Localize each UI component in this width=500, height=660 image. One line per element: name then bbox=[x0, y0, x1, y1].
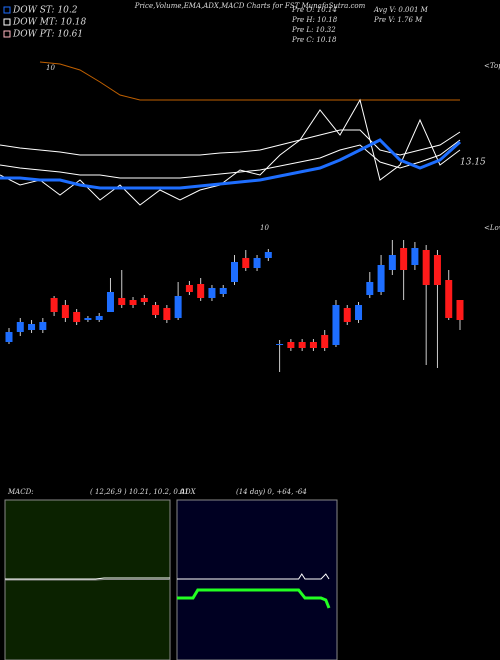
series-line bbox=[177, 588, 331, 609]
chart-title: Price,Volume,EMA,ADX,MACD Charts for FST… bbox=[134, 2, 366, 10]
series-line bbox=[0, 139, 461, 179]
candle-body bbox=[219, 288, 227, 294]
series-line bbox=[39, 61, 460, 101]
candle-body bbox=[208, 288, 216, 298]
info-label: Pre O: 10.14 bbox=[291, 6, 337, 14]
annotation: 10 bbox=[46, 64, 55, 72]
candle-body bbox=[197, 284, 205, 298]
candle-body bbox=[106, 292, 114, 312]
candle-body bbox=[366, 282, 374, 295]
series-line bbox=[5, 579, 170, 581]
panel-subtitle: (14 day) 0, +64, -64 bbox=[236, 488, 307, 496]
annotation: <Tops bbox=[484, 62, 500, 70]
candle-body bbox=[422, 250, 430, 285]
candle-body bbox=[152, 305, 160, 315]
candle-body bbox=[73, 312, 81, 322]
candle-body bbox=[264, 252, 272, 258]
candle-body bbox=[231, 262, 238, 282]
info-label: Pre C: 10.18 bbox=[291, 36, 337, 44]
legend-swatch bbox=[3, 18, 11, 26]
info-label: Pre V: 1.76 M bbox=[373, 16, 423, 24]
candle-body bbox=[276, 344, 284, 345]
annotation: 10 bbox=[260, 224, 269, 232]
candle-body bbox=[411, 248, 419, 265]
series-line bbox=[5, 577, 170, 580]
candle-body bbox=[298, 342, 306, 348]
panel-title: MACD: bbox=[7, 488, 34, 496]
candle-body bbox=[332, 305, 340, 345]
annotation: <Lows bbox=[484, 224, 500, 232]
panel bbox=[176, 499, 338, 660]
panel-title: ADX bbox=[179, 488, 197, 496]
candle-body bbox=[321, 335, 329, 348]
candle-body bbox=[377, 265, 385, 292]
candle-body bbox=[95, 316, 103, 320]
candle-body bbox=[84, 318, 92, 320]
candle-body bbox=[388, 255, 396, 270]
candle-body bbox=[16, 322, 24, 332]
candle-body bbox=[140, 298, 148, 302]
info-label: Pre H: 10.18 bbox=[291, 16, 338, 24]
candle-body bbox=[163, 308, 171, 320]
candle-body bbox=[118, 298, 126, 305]
candle-body bbox=[174, 296, 182, 318]
candle-body bbox=[50, 298, 58, 312]
series-line bbox=[0, 138, 462, 190]
candle-body bbox=[253, 258, 261, 268]
info-label: Pre L: 10.32 bbox=[291, 26, 336, 34]
candle-body bbox=[445, 280, 453, 318]
candle-body bbox=[129, 300, 137, 305]
candle-body bbox=[287, 342, 295, 348]
series-line bbox=[0, 129, 461, 156]
candle-body bbox=[343, 308, 351, 322]
series-line bbox=[0, 98, 461, 206]
legend-label: DOW MT: 10.18 bbox=[12, 18, 87, 28]
candle-body bbox=[400, 248, 408, 270]
candle-body bbox=[5, 332, 13, 342]
panel-subtitle: ( 12,26,9 ) 10.21, 10.2, 0.01 bbox=[90, 488, 189, 496]
legend-label: DOW PT: 10.61 bbox=[12, 30, 83, 40]
legend-label: DOW ST: 10.2 bbox=[12, 6, 78, 16]
candle-body bbox=[433, 255, 441, 285]
candle-body bbox=[242, 258, 250, 268]
candle-body bbox=[39, 322, 47, 330]
legend-swatch bbox=[3, 6, 11, 14]
annotation: 13.15 bbox=[460, 158, 486, 168]
candle-body bbox=[355, 305, 363, 320]
candle-body bbox=[28, 324, 36, 330]
candle-body bbox=[456, 300, 464, 320]
candle-body bbox=[185, 285, 193, 292]
legend-swatch bbox=[3, 30, 11, 38]
candle-body bbox=[61, 305, 69, 318]
info-label: Avg V: 0.001 M bbox=[373, 6, 429, 14]
candle-body bbox=[309, 342, 317, 348]
series-line bbox=[177, 573, 330, 580]
